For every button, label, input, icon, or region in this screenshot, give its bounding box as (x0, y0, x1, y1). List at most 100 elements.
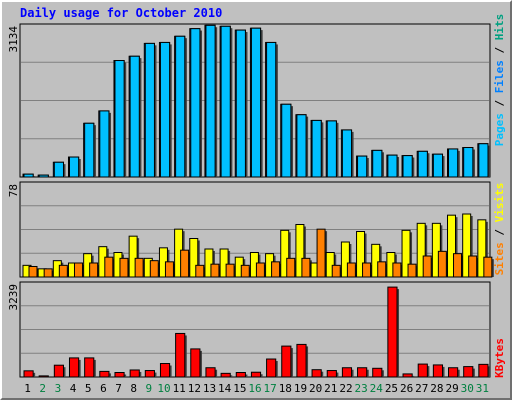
pages-bar (53, 161, 64, 178)
kbytes-bar (235, 372, 246, 378)
legend-item: Hits (493, 14, 506, 41)
legend-item: / (493, 40, 506, 60)
x-tick-label: 27 (415, 382, 428, 395)
x-tick-label: 14 (218, 382, 232, 395)
x-tick-label: 28 (430, 382, 443, 395)
kbytes-bar (448, 367, 459, 378)
x-tick-label: 31 (476, 382, 489, 395)
kbytes-bar (23, 370, 34, 378)
kbytes-bar (84, 357, 95, 378)
kbytes-bar (68, 357, 80, 378)
sites-bar (331, 264, 341, 278)
sites-bar (346, 262, 356, 278)
sites-bar (58, 264, 68, 278)
sites-bar (28, 266, 38, 278)
x-tick-label: 16 (248, 382, 261, 395)
pages-bar (372, 149, 383, 178)
legend: KBytes (493, 338, 506, 378)
sites-bar (180, 249, 190, 278)
pages-bar (68, 156, 80, 178)
x-tick-label: 4 (70, 382, 77, 395)
kbytes-bar (463, 366, 474, 378)
sites-bar (104, 256, 114, 278)
pages-bar (417, 150, 428, 178)
x-tick-label: 29 (445, 382, 458, 395)
pages-bar (38, 174, 49, 178)
sites-bar (483, 256, 493, 278)
y-max-label: 3134 (7, 26, 20, 53)
visits-bar (462, 213, 472, 278)
sites-bar (119, 257, 129, 278)
pages-bar (357, 155, 368, 178)
sites-bar (134, 257, 144, 278)
visits-bar (431, 222, 441, 278)
chart-title: Daily usage for October 2010 (20, 6, 223, 20)
x-tick-label: 19 (294, 382, 307, 395)
sites-bar (377, 261, 387, 278)
sites-bar (407, 263, 417, 278)
kbytes-bar (159, 363, 171, 378)
kbytes-bar (281, 345, 292, 378)
kbytes-bar (341, 367, 353, 378)
kbytes-bar (372, 367, 383, 378)
kbytes-bar (357, 367, 368, 378)
x-tick-label: 9 (146, 382, 153, 395)
x-tick-label: 24 (370, 382, 384, 395)
pages-bar (175, 35, 186, 178)
x-tick-label: 17 (264, 382, 277, 395)
pages-bar (296, 114, 307, 178)
x-tick-label: 21 (324, 382, 337, 395)
x-tick-label: 6 (100, 382, 107, 395)
pages-bar (129, 55, 140, 178)
kbytes-bar (432, 364, 444, 378)
pages-bar (144, 42, 155, 178)
visits-bar (371, 243, 381, 278)
kbytes-bar (53, 364, 64, 378)
pages-bar (250, 27, 262, 178)
sites-bar (255, 262, 265, 278)
kbytes-bar (296, 343, 307, 378)
visits-bar (204, 248, 214, 278)
visits-bar (280, 229, 290, 278)
sites-bar (301, 257, 311, 278)
pages-bar (387, 154, 398, 178)
x-tick-label: 5 (85, 382, 92, 395)
x-tick-label: 23 (355, 382, 368, 395)
visits-bar (189, 238, 199, 278)
y-max-label: 3239 (7, 284, 20, 311)
visits-bar (340, 241, 350, 278)
pages-bar (190, 28, 201, 178)
pages-bar (114, 60, 125, 178)
visits-bar (356, 231, 366, 278)
sites-bar (362, 262, 372, 278)
x-tick-label: 15 (233, 382, 246, 395)
sites-bar (468, 255, 478, 278)
kbytes-bar (402, 373, 413, 378)
legend-item: Sites (493, 242, 506, 275)
pages-bar (341, 129, 353, 178)
pages-bar (159, 41, 171, 178)
pages-bar (402, 155, 413, 178)
sites-bar (437, 250, 447, 278)
legend-item: Visits (493, 183, 506, 223)
kbytes-bar (114, 372, 125, 378)
sites-bar (43, 268, 53, 278)
legend-item: / (493, 222, 506, 242)
visits-bar (447, 214, 457, 278)
kbytes-bar (266, 358, 277, 378)
sites-bar (422, 255, 432, 278)
x-tick-label: 13 (203, 382, 216, 395)
sites-bar (240, 264, 250, 278)
pages-bar (463, 147, 474, 178)
sites-bar (453, 253, 463, 278)
sites-bar (164, 261, 174, 278)
pages-bar (281, 103, 292, 178)
pages-bar (311, 119, 322, 178)
pages-bar (235, 29, 246, 178)
kbytes-bar (190, 348, 201, 378)
kbytes-bar (417, 363, 428, 378)
sites-bar (392, 262, 402, 278)
visits-bar (219, 248, 229, 278)
sites-bar (286, 257, 296, 278)
sites-bar (225, 263, 235, 278)
